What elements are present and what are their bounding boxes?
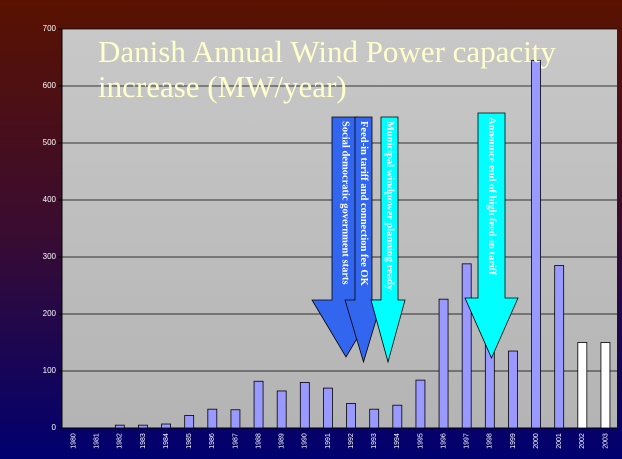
chart-title: Danish Annual Wind Power capacity increa… — [98, 34, 556, 104]
x-tick-label: 1984 — [163, 433, 170, 449]
bar — [415, 379, 426, 429]
bar — [207, 408, 218, 429]
x-tick-label: 1997 — [464, 433, 471, 449]
y-tick-label: 0 — [52, 423, 57, 432]
x-tick-label: 1996 — [440, 433, 447, 449]
x-tick-label: 1981 — [94, 433, 101, 449]
x-tick-label: 1991 — [325, 433, 332, 449]
x-tick-label: 1985 — [186, 433, 193, 449]
bar — [531, 59, 541, 429]
x-tick-label: 1983 — [140, 433, 147, 449]
arrow-label: Municipal windpower planning ready — [384, 121, 395, 291]
y-tick-label: 400 — [43, 195, 57, 204]
x-tick-label: 2002 — [579, 433, 586, 449]
x-tick-label: 1982 — [117, 433, 124, 449]
x-tick-label: 1986 — [209, 433, 216, 449]
bar — [114, 424, 125, 429]
bar — [299, 381, 310, 429]
bar — [600, 342, 611, 429]
bar — [161, 423, 171, 429]
bar — [392, 404, 403, 429]
bar — [508, 350, 518, 429]
y-tick-label: 500 — [43, 138, 57, 147]
y-tick-label: 200 — [43, 309, 57, 318]
x-tick-label: 1988 — [255, 433, 262, 449]
x-tick-label: 1998 — [487, 433, 494, 449]
bar — [253, 380, 264, 429]
bar — [554, 265, 565, 429]
arrow — [370, 116, 406, 364]
bar — [276, 390, 287, 429]
x-tick-label: 1990 — [302, 433, 309, 449]
bar — [577, 342, 588, 429]
x-tick-label: 1992 — [348, 433, 355, 449]
x-tick-label: 1994 — [394, 433, 401, 449]
arrow-label: Social democratic government starts — [340, 121, 351, 285]
bar — [461, 263, 472, 429]
arrow-label: Announce end of high feed-in tariff — [486, 117, 497, 275]
x-tick-label: 2000 — [533, 433, 540, 449]
x-tick-label: 1999 — [510, 433, 517, 449]
x-tick-label: 1993 — [371, 433, 378, 449]
bar — [138, 424, 148, 429]
y-tick-label: 600 — [43, 81, 57, 90]
bar — [323, 387, 333, 429]
x-tick-label: 2001 — [556, 433, 563, 449]
bar — [184, 415, 195, 429]
arrow — [464, 112, 519, 359]
bar — [369, 408, 380, 429]
bar — [230, 409, 241, 429]
x-tick-label: 2003 — [602, 433, 609, 449]
x-tick-label: 1987 — [232, 433, 239, 449]
x-tick-label: 1980 — [70, 433, 77, 449]
bar — [346, 403, 356, 429]
x-tick-label: 1989 — [279, 433, 286, 449]
arrow-label: Feed-in tariff and connection fee OK — [358, 121, 369, 287]
x-tick-label: 1995 — [417, 433, 424, 449]
bar — [438, 298, 449, 429]
y-tick-label: 100 — [43, 366, 57, 375]
y-tick-label: 300 — [43, 252, 57, 261]
y-tick-label: 700 — [43, 24, 57, 33]
